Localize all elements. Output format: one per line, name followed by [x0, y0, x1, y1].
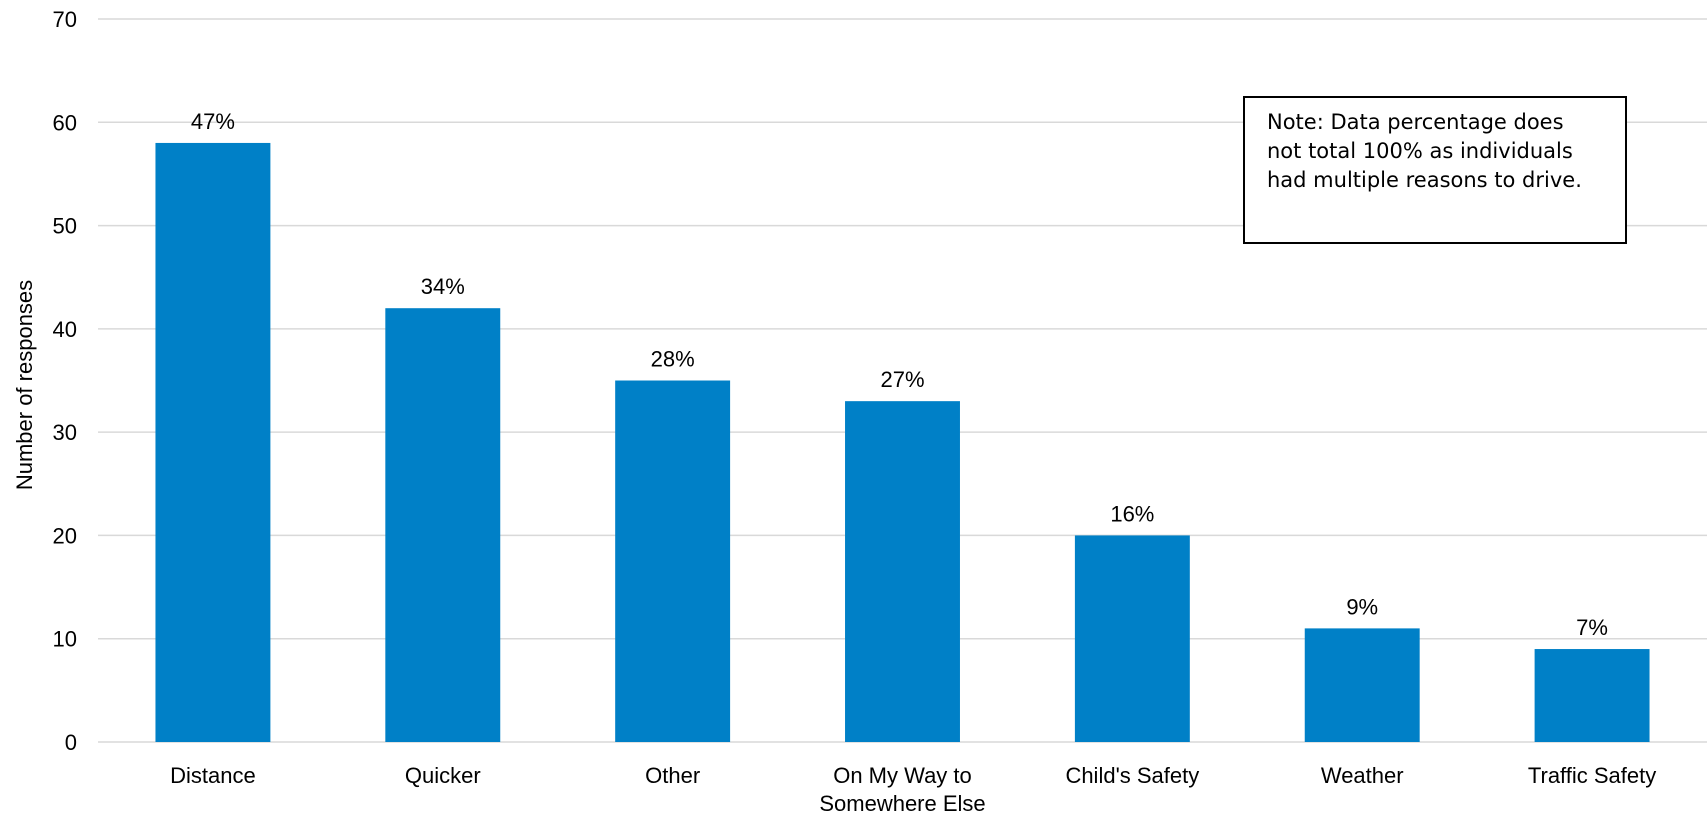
- y-tick-label: 10: [53, 627, 77, 652]
- y-tick-label: 40: [53, 317, 77, 342]
- y-tick-label: 60: [53, 110, 77, 135]
- y-tick-label: 30: [53, 420, 77, 445]
- x-tick-label: Quicker: [405, 763, 481, 788]
- bar: [845, 401, 960, 742]
- x-tick-label: Distance: [170, 763, 256, 788]
- bar: [155, 142, 271, 742]
- y-tick-label: 20: [53, 523, 77, 548]
- note-box: Note: Data percentage does not total 100…: [1243, 96, 1627, 244]
- note-text: Note: Data percentage does not total 100…: [1267, 110, 1582, 192]
- data-labels: 47% 34% 28% 27% 16% 9% 7%: [191, 109, 1608, 640]
- data-label: 34%: [421, 274, 465, 299]
- y-axis-ticks: 0 10 20 30 40 50 60 70: [53, 7, 77, 755]
- x-axis-ticks: Distance Quicker Other On My Way to Somewher…: [170, 763, 1656, 815]
- y-tick-label: 0: [65, 730, 77, 755]
- data-label: 47%: [191, 109, 235, 134]
- bar: [615, 380, 731, 742]
- bar: [1304, 628, 1420, 742]
- data-label: 16%: [1110, 501, 1154, 526]
- bar: [1074, 535, 1190, 742]
- x-tick-label: On My Way to Somewhere Else: [819, 763, 985, 815]
- y-tick-label: 50: [53, 214, 77, 239]
- x-tick-label: Other: [645, 763, 700, 788]
- y-axis-title: Number of responses: [12, 280, 37, 490]
- bars: [155, 142, 1650, 742]
- y-tick-label: 70: [53, 7, 77, 32]
- data-label: 27%: [880, 367, 924, 392]
- x-tick-label: Weather: [1321, 763, 1404, 788]
- bar: [1534, 649, 1650, 742]
- data-label: 7%: [1576, 615, 1608, 640]
- bar: [385, 308, 501, 742]
- x-tick-label: Traffic Safety: [1528, 763, 1656, 788]
- data-label: 9%: [1346, 594, 1378, 619]
- data-label: 28%: [651, 347, 695, 372]
- x-tick-label: Child's Safety: [1065, 763, 1199, 788]
